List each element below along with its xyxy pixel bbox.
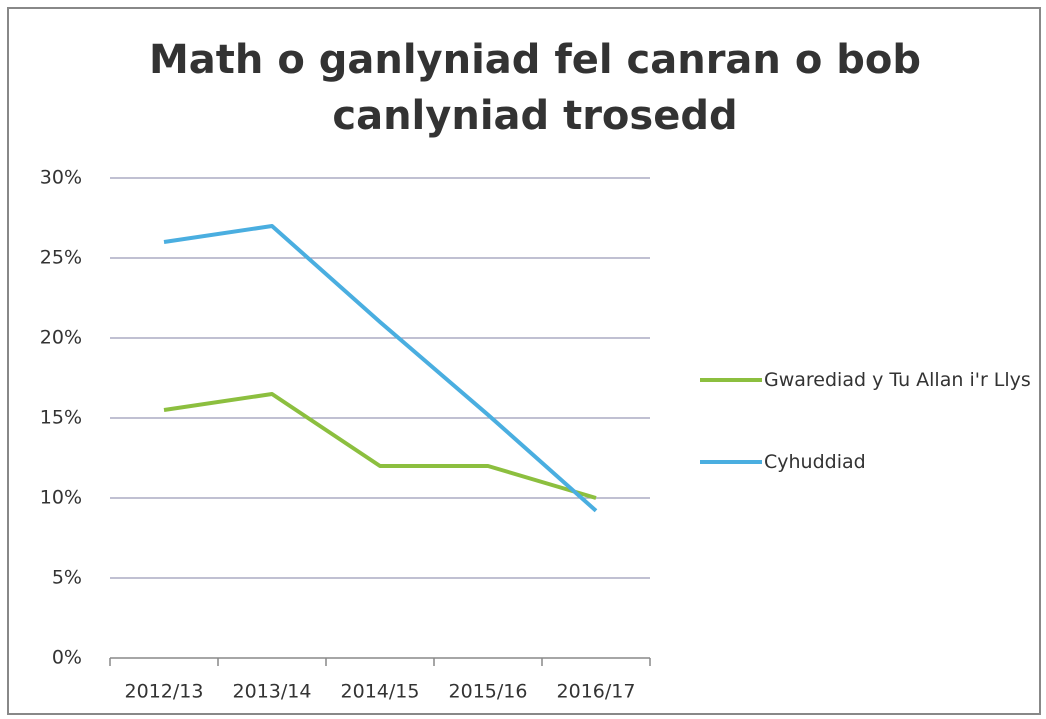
legend-label: Gwarediad y Tu Allan i'r Llys bbox=[764, 369, 1031, 391]
series-line bbox=[163, 392, 597, 500]
y-tick-label: 0% bbox=[52, 647, 82, 669]
y-tick-label: 15% bbox=[40, 407, 82, 429]
x-tick-label: 2014/15 bbox=[341, 681, 420, 703]
legend-label: Cyhuddiad bbox=[764, 451, 866, 473]
y-tick-label: 20% bbox=[40, 327, 82, 349]
x-tick-label: 2015/16 bbox=[449, 681, 528, 703]
y-tick-label: 25% bbox=[40, 247, 82, 269]
x-tick-label: 2012/13 bbox=[125, 681, 204, 703]
chart-border bbox=[7, 7, 1041, 715]
y-tick-label: 30% bbox=[40, 167, 82, 189]
y-tick-label: 5% bbox=[52, 567, 82, 589]
x-tick-label: 2016/17 bbox=[557, 681, 636, 703]
chart-title: Math o ganlyniad fel canran o bob canlyn… bbox=[149, 37, 921, 139]
y-tick-label: 10% bbox=[40, 487, 82, 509]
x-tick-label: 2013/14 bbox=[233, 681, 312, 703]
series-line bbox=[163, 224, 598, 513]
